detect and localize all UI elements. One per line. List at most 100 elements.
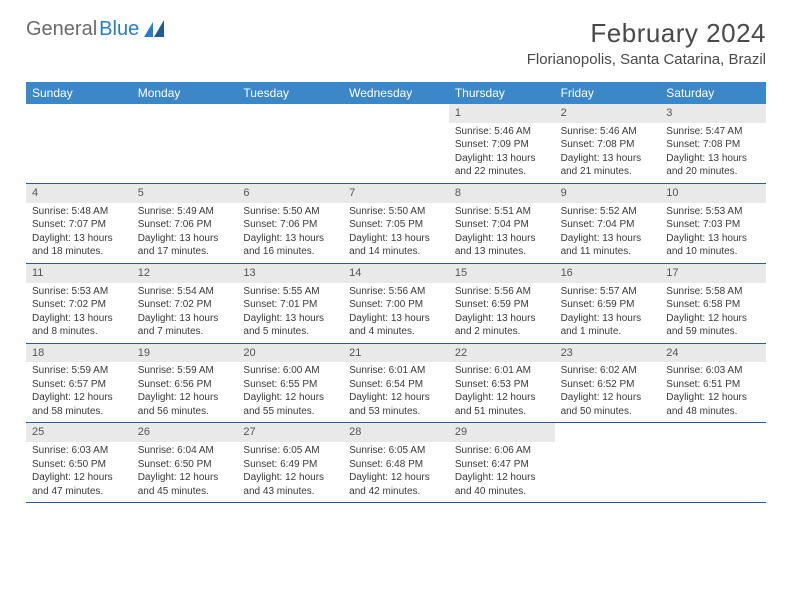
daylight-text: Daylight: 12 hours and 42 minutes. [349, 471, 443, 498]
week-row: 25Sunrise: 6:03 AMSunset: 6:50 PMDayligh… [26, 423, 766, 503]
day-details: Sunrise: 5:56 AMSunset: 6:59 PMDaylight:… [449, 283, 555, 343]
sunset-text: Sunset: 6:59 PM [561, 298, 655, 312]
sunrise-text: Sunrise: 6:03 AM [32, 444, 126, 458]
empty-cell [343, 104, 449, 183]
day-cell: 17Sunrise: 5:58 AMSunset: 6:58 PMDayligh… [660, 264, 766, 343]
day-cell: 3Sunrise: 5:47 AMSunset: 7:08 PMDaylight… [660, 104, 766, 183]
daylight-text: Daylight: 12 hours and 58 minutes. [32, 391, 126, 418]
brand-part2: Blue [99, 18, 139, 41]
day-details: Sunrise: 5:55 AMSunset: 7:01 PMDaylight:… [237, 283, 343, 343]
sunset-text: Sunset: 6:47 PM [455, 458, 549, 472]
day-details: Sunrise: 5:51 AMSunset: 7:04 PMDaylight:… [449, 203, 555, 263]
daylight-text: Daylight: 12 hours and 53 minutes. [349, 391, 443, 418]
day-number: 3 [660, 104, 766, 123]
daylight-text: Daylight: 13 hours and 8 minutes. [32, 312, 126, 339]
day-number: 6 [237, 184, 343, 203]
day-cell: 27Sunrise: 6:05 AMSunset: 6:49 PMDayligh… [237, 423, 343, 502]
week-row: 18Sunrise: 5:59 AMSunset: 6:57 PMDayligh… [26, 344, 766, 424]
day-details: Sunrise: 5:46 AMSunset: 7:09 PMDaylight:… [449, 123, 555, 183]
day-details: Sunrise: 5:53 AMSunset: 7:02 PMDaylight:… [26, 283, 132, 343]
day-cell: 16Sunrise: 5:57 AMSunset: 6:59 PMDayligh… [555, 264, 661, 343]
day-details: Sunrise: 6:05 AMSunset: 6:48 PMDaylight:… [343, 442, 449, 502]
day-number: 12 [132, 264, 238, 283]
day-cell: 11Sunrise: 5:53 AMSunset: 7:02 PMDayligh… [26, 264, 132, 343]
daylight-text: Daylight: 12 hours and 56 minutes. [138, 391, 232, 418]
sunrise-text: Sunrise: 5:56 AM [455, 285, 549, 299]
sunset-text: Sunset: 6:54 PM [349, 378, 443, 392]
daylight-text: Daylight: 12 hours and 47 minutes. [32, 471, 126, 498]
day-cell: 1Sunrise: 5:46 AMSunset: 7:09 PMDaylight… [449, 104, 555, 183]
sunrise-text: Sunrise: 5:55 AM [243, 285, 337, 299]
sunset-text: Sunset: 6:55 PM [243, 378, 337, 392]
sunrise-text: Sunrise: 6:05 AM [243, 444, 337, 458]
day-header-row: SundayMondayTuesdayWednesdayThursdayFrid… [26, 82, 766, 104]
day-number: 25 [26, 423, 132, 442]
daylight-text: Daylight: 12 hours and 50 minutes. [561, 391, 655, 418]
sunrise-text: Sunrise: 5:51 AM [455, 205, 549, 219]
daylight-text: Daylight: 12 hours and 55 minutes. [243, 391, 337, 418]
sunset-text: Sunset: 6:50 PM [32, 458, 126, 472]
sunrise-text: Sunrise: 6:06 AM [455, 444, 549, 458]
day-cell: 14Sunrise: 5:56 AMSunset: 7:00 PMDayligh… [343, 264, 449, 343]
sunset-text: Sunset: 7:04 PM [455, 218, 549, 232]
day-number: 1 [449, 104, 555, 123]
daylight-text: Daylight: 13 hours and 4 minutes. [349, 312, 443, 339]
header: GeneralBlue February 2024 Florianopolis,… [26, 18, 766, 68]
sunset-text: Sunset: 7:02 PM [32, 298, 126, 312]
location-text: Florianopolis, Santa Catarina, Brazil [527, 51, 766, 68]
daylight-text: Daylight: 13 hours and 18 minutes. [32, 232, 126, 259]
day-details: Sunrise: 5:52 AMSunset: 7:04 PMDaylight:… [555, 203, 661, 263]
day-cell: 25Sunrise: 6:03 AMSunset: 6:50 PMDayligh… [26, 423, 132, 502]
sunset-text: Sunset: 6:48 PM [349, 458, 443, 472]
day-details: Sunrise: 5:50 AMSunset: 7:05 PMDaylight:… [343, 203, 449, 263]
title-block: February 2024 Florianopolis, Santa Catar… [527, 18, 766, 68]
day-cell: 2Sunrise: 5:46 AMSunset: 7:08 PMDaylight… [555, 104, 661, 183]
day-cell: 22Sunrise: 6:01 AMSunset: 6:53 PMDayligh… [449, 344, 555, 423]
day-cell: 4Sunrise: 5:48 AMSunset: 7:07 PMDaylight… [26, 184, 132, 263]
day-number: 23 [555, 344, 661, 363]
sunrise-text: Sunrise: 5:47 AM [666, 125, 760, 139]
day-number: 16 [555, 264, 661, 283]
sunrise-text: Sunrise: 5:49 AM [138, 205, 232, 219]
sunrise-text: Sunrise: 5:53 AM [32, 285, 126, 299]
day-number: 14 [343, 264, 449, 283]
sunrise-text: Sunrise: 5:50 AM [349, 205, 443, 219]
sunrise-text: Sunrise: 5:46 AM [561, 125, 655, 139]
day-details: Sunrise: 5:48 AMSunset: 7:07 PMDaylight:… [26, 203, 132, 263]
day-number: 18 [26, 344, 132, 363]
day-header-cell: Wednesday [343, 82, 449, 104]
sunrise-text: Sunrise: 5:59 AM [138, 364, 232, 378]
daylight-text: Daylight: 12 hours and 59 minutes. [666, 312, 760, 339]
day-cell: 9Sunrise: 5:52 AMSunset: 7:04 PMDaylight… [555, 184, 661, 263]
daylight-text: Daylight: 13 hours and 17 minutes. [138, 232, 232, 259]
sunrise-text: Sunrise: 5:53 AM [666, 205, 760, 219]
day-cell: 19Sunrise: 5:59 AMSunset: 6:56 PMDayligh… [132, 344, 238, 423]
daylight-text: Daylight: 13 hours and 1 minute. [561, 312, 655, 339]
sunrise-text: Sunrise: 5:48 AM [32, 205, 126, 219]
day-details: Sunrise: 5:56 AMSunset: 7:00 PMDaylight:… [343, 283, 449, 343]
sunrise-text: Sunrise: 5:58 AM [666, 285, 760, 299]
sunrise-text: Sunrise: 5:56 AM [349, 285, 443, 299]
day-header-cell: Monday [132, 82, 238, 104]
sunrise-text: Sunrise: 6:01 AM [455, 364, 549, 378]
day-header-cell: Friday [555, 82, 661, 104]
sunset-text: Sunset: 7:00 PM [349, 298, 443, 312]
day-number: 28 [343, 423, 449, 442]
day-header-cell: Sunday [26, 82, 132, 104]
sunset-text: Sunset: 6:53 PM [455, 378, 549, 392]
day-details: Sunrise: 5:59 AMSunset: 6:57 PMDaylight:… [26, 362, 132, 422]
day-details: Sunrise: 6:01 AMSunset: 6:53 PMDaylight:… [449, 362, 555, 422]
sunset-text: Sunset: 6:56 PM [138, 378, 232, 392]
sunrise-text: Sunrise: 6:02 AM [561, 364, 655, 378]
sunset-text: Sunset: 6:51 PM [666, 378, 760, 392]
sunset-text: Sunset: 6:58 PM [666, 298, 760, 312]
logo-sail-icon [144, 20, 166, 38]
daylight-text: Daylight: 12 hours and 51 minutes. [455, 391, 549, 418]
sunset-text: Sunset: 7:01 PM [243, 298, 337, 312]
day-number: 29 [449, 423, 555, 442]
empty-cell [132, 104, 238, 183]
sunset-text: Sunset: 7:06 PM [243, 218, 337, 232]
day-details: Sunrise: 6:03 AMSunset: 6:50 PMDaylight:… [26, 442, 132, 502]
day-number: 10 [660, 184, 766, 203]
day-cell: 7Sunrise: 5:50 AMSunset: 7:05 PMDaylight… [343, 184, 449, 263]
